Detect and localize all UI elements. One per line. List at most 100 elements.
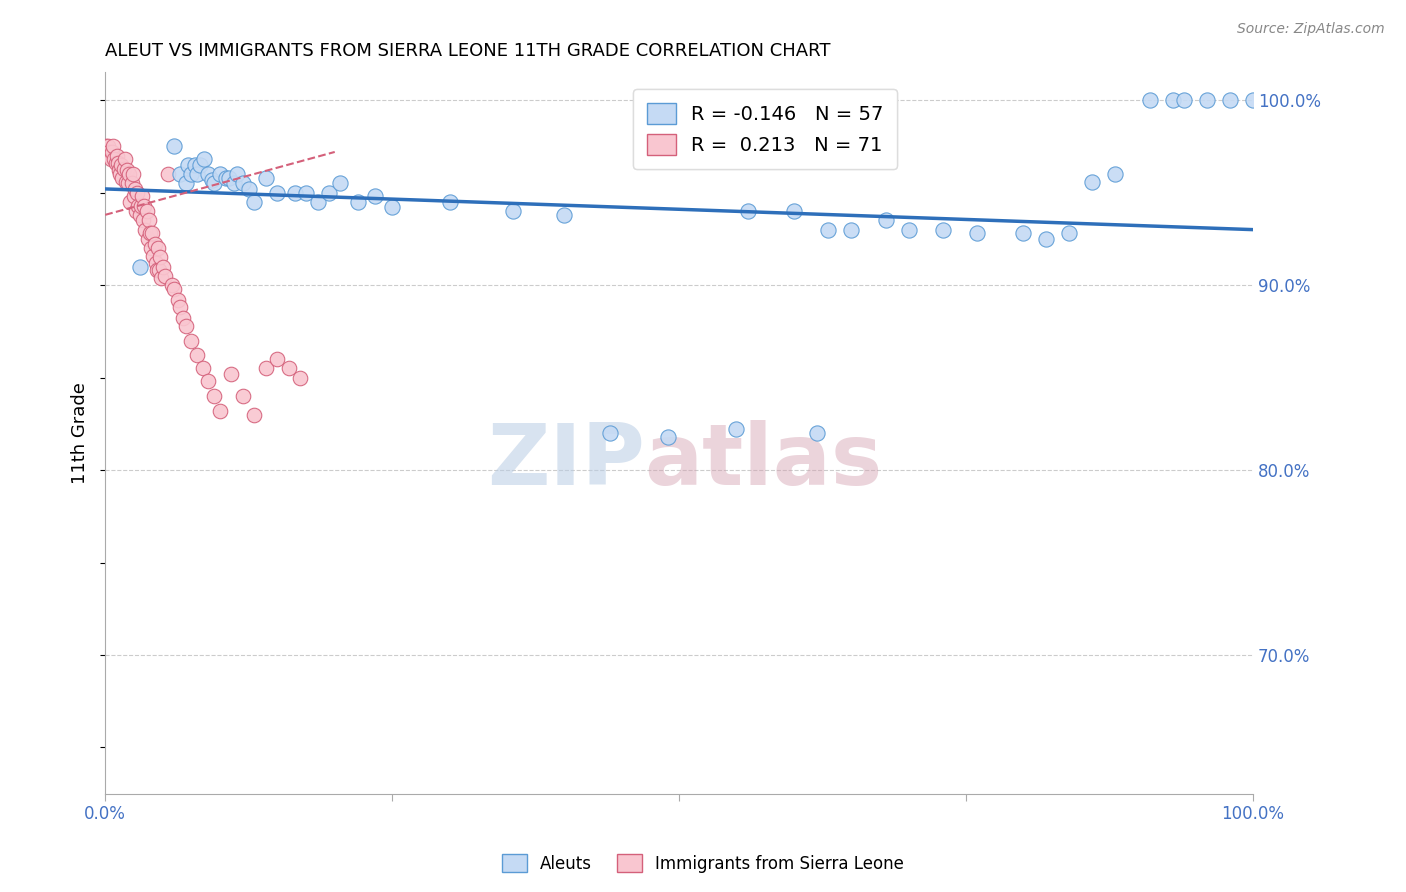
Point — [1173, 93, 1195, 107]
Point — [96, 139, 118, 153]
Point — [657, 430, 679, 444]
Point — [124, 182, 146, 196]
Point — [108, 167, 131, 181]
Point — [152, 260, 174, 274]
Point — [138, 213, 160, 227]
Point — [100, 153, 122, 167]
Point — [107, 156, 129, 170]
Point — [1195, 93, 1218, 107]
Point — [101, 145, 124, 159]
Point — [177, 158, 200, 172]
Point — [875, 213, 897, 227]
Point — [839, 222, 862, 236]
Point — [290, 370, 312, 384]
Point — [202, 177, 225, 191]
Point — [129, 198, 152, 212]
Point — [197, 167, 219, 181]
Point — [502, 204, 524, 219]
Point — [105, 148, 128, 162]
Point — [180, 334, 202, 348]
Legend: R = -0.146   N = 57, R =  0.213   N = 71: R = -0.146 N = 57, R = 0.213 N = 71 — [633, 89, 897, 169]
Point — [218, 170, 240, 185]
Point — [295, 186, 318, 200]
Point — [163, 139, 186, 153]
Point — [117, 177, 139, 191]
Point — [1057, 227, 1080, 241]
Point — [1081, 175, 1104, 189]
Point — [150, 270, 173, 285]
Point — [96, 139, 118, 153]
Point — [215, 170, 238, 185]
Point — [148, 263, 170, 277]
Point — [737, 204, 759, 219]
Point — [128, 260, 150, 274]
Point — [112, 161, 135, 176]
Point — [186, 167, 208, 181]
Point — [122, 189, 145, 203]
Point — [141, 227, 163, 241]
Point — [120, 194, 142, 209]
Point — [97, 145, 120, 159]
Point — [966, 227, 988, 241]
Text: atlas: atlas — [644, 420, 883, 503]
Point — [232, 389, 254, 403]
Point — [131, 189, 153, 203]
Point — [146, 263, 169, 277]
Point — [222, 177, 245, 191]
Point — [277, 361, 299, 376]
Point — [132, 213, 155, 227]
Point — [1012, 227, 1035, 241]
Point — [118, 167, 141, 181]
Point — [142, 248, 165, 262]
Point — [208, 404, 231, 418]
Point — [381, 201, 404, 215]
Point — [128, 208, 150, 222]
Point — [166, 293, 188, 307]
Point — [153, 268, 176, 283]
Point — [180, 167, 202, 181]
Point — [346, 194, 368, 209]
Point — [125, 204, 148, 219]
Point — [108, 163, 131, 178]
Point — [143, 237, 166, 252]
Point — [134, 222, 156, 236]
Point — [932, 222, 955, 236]
Point — [1104, 167, 1126, 181]
Point — [145, 256, 167, 270]
Point — [725, 422, 748, 436]
Point — [169, 301, 191, 315]
Point — [163, 282, 186, 296]
Point — [254, 361, 277, 376]
Point — [121, 177, 143, 191]
Point — [202, 389, 225, 403]
Text: Source: ZipAtlas.com: Source: ZipAtlas.com — [1237, 22, 1385, 37]
Point — [783, 204, 806, 219]
Point — [128, 198, 150, 212]
Point — [136, 232, 159, 246]
Point — [160, 278, 183, 293]
Point — [115, 175, 138, 189]
Point — [817, 222, 839, 236]
Point — [110, 158, 132, 172]
Point — [208, 167, 231, 181]
Point — [553, 208, 575, 222]
Legend: Aleuts, Immigrants from Sierra Leone: Aleuts, Immigrants from Sierra Leone — [495, 847, 911, 880]
Point — [1241, 93, 1264, 107]
Point — [115, 163, 138, 178]
Y-axis label: 11th Grade: 11th Grade — [72, 382, 89, 484]
Text: ALEUT VS IMMIGRANTS FROM SIERRA LEONE 11TH GRADE CORRELATION CHART: ALEUT VS IMMIGRANTS FROM SIERRA LEONE 11… — [105, 42, 831, 60]
Point — [307, 194, 329, 209]
Point — [226, 167, 249, 181]
Point — [174, 318, 197, 333]
Point — [103, 153, 125, 167]
Point — [191, 361, 214, 376]
Point — [193, 153, 215, 167]
Point — [806, 425, 828, 440]
Point — [135, 204, 157, 219]
Point — [364, 189, 387, 203]
Point — [1219, 93, 1241, 107]
Point — [103, 139, 125, 153]
Point — [232, 177, 254, 191]
Point — [186, 348, 208, 362]
Point — [238, 182, 260, 196]
